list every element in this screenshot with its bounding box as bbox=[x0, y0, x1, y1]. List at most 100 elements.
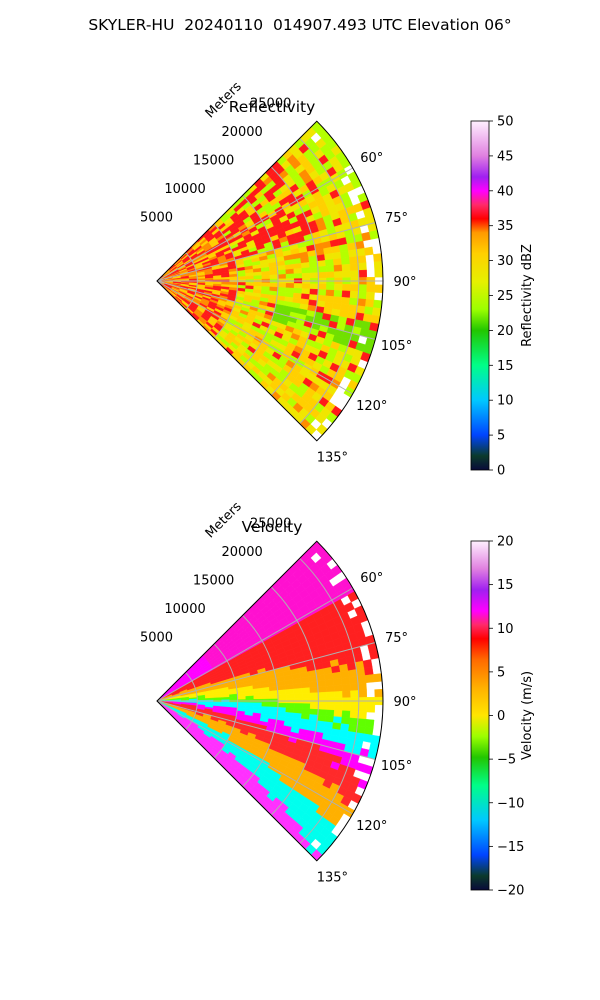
radar-cell bbox=[309, 708, 319, 716]
colorbar-tick-label: 10 bbox=[497, 394, 514, 409]
range-axis-label: Meters bbox=[203, 499, 245, 541]
radar-cell bbox=[301, 692, 311, 699]
radar-cell bbox=[277, 282, 287, 289]
azimuth-gridline bbox=[156, 700, 376, 760]
radar-cell bbox=[374, 284, 384, 294]
radar-cell bbox=[350, 270, 360, 278]
radar-cell bbox=[285, 273, 295, 279]
radar-cell bbox=[324, 672, 334, 681]
radar-cell bbox=[325, 265, 335, 273]
colorbar-tick-label: 45 bbox=[497, 149, 514, 164]
radar-cell bbox=[324, 259, 335, 267]
radar-cell bbox=[325, 685, 335, 693]
radar-cell bbox=[366, 284, 376, 293]
radar-cell bbox=[317, 709, 327, 717]
radar-cell bbox=[358, 284, 368, 293]
radar-cell bbox=[364, 246, 374, 256]
radar-cell bbox=[349, 676, 359, 685]
radar-cell bbox=[261, 694, 271, 700]
radar-cell bbox=[341, 710, 351, 719]
radar-cell bbox=[317, 271, 327, 279]
azimuth-tick-label: 120° bbox=[356, 399, 387, 414]
radar-cell bbox=[350, 284, 360, 292]
radar-cell bbox=[284, 264, 294, 270]
radar-cell bbox=[326, 703, 335, 711]
radar-cell bbox=[366, 704, 376, 713]
radar-cell bbox=[358, 689, 368, 698]
colorbar: 0 5 10 15 20 25 30 35 40 45 50 Reflectivity dBZ bbox=[470, 115, 535, 479]
radar-cell bbox=[293, 693, 303, 699]
colorbar: −20 −15 −10 −5 0 5 10 15 20 Velocity (m/s) bbox=[470, 535, 535, 899]
radar-cell bbox=[316, 260, 327, 268]
radar-cell bbox=[285, 688, 295, 695]
radar-cell bbox=[309, 266, 319, 274]
radar-cell bbox=[332, 678, 343, 686]
radar-cell bbox=[341, 290, 351, 299]
radar-cell bbox=[325, 709, 335, 717]
figure-title: SKYLER-HU 20240110 014907.493 UTC Elevat… bbox=[88, 16, 512, 34]
radar-cell bbox=[213, 697, 222, 701]
colorbar-tick-label: 50 bbox=[497, 115, 514, 130]
colorbar-tick-label: 20 bbox=[497, 324, 514, 339]
radar-cell bbox=[341, 683, 351, 692]
azimuth-tick-label: 105° bbox=[381, 759, 412, 774]
azimuth-tick-label: 60° bbox=[360, 151, 383, 166]
radar-cell bbox=[277, 689, 287, 695]
azimuth-tick-label: 135° bbox=[317, 870, 348, 885]
radar-cell bbox=[237, 276, 247, 280]
radar-cell bbox=[309, 283, 319, 290]
radar-cell bbox=[342, 270, 351, 279]
radar-cell bbox=[357, 711, 367, 720]
sector-frame bbox=[156, 120, 384, 442]
radar-cell bbox=[373, 253, 383, 263]
radar-cell bbox=[269, 270, 279, 276]
radar-cell bbox=[261, 690, 271, 696]
radar-cell bbox=[342, 690, 351, 699]
radar-cell bbox=[293, 707, 303, 714]
radar-cell bbox=[309, 692, 319, 699]
radar-cell bbox=[253, 695, 263, 700]
azimuth-tick-label: 105° bbox=[381, 339, 412, 354]
radar-cell bbox=[325, 289, 335, 297]
radar-cell bbox=[324, 715, 335, 723]
radar-cell bbox=[350, 690, 360, 698]
colorbar-tick-label: 30 bbox=[497, 254, 514, 269]
radar-cell bbox=[253, 271, 263, 277]
radar-cell bbox=[229, 276, 238, 280]
radar-cell bbox=[349, 263, 359, 272]
azimuth-gridline bbox=[156, 280, 376, 340]
radar-cell bbox=[358, 704, 368, 713]
radar-cell bbox=[349, 683, 359, 692]
radar-cell bbox=[221, 276, 230, 281]
radar-cell bbox=[374, 268, 384, 278]
colorbar-tick-label: 10 bbox=[497, 622, 514, 637]
radar-cell bbox=[277, 693, 287, 700]
radar-cell bbox=[324, 252, 334, 261]
radar-cell bbox=[333, 684, 343, 692]
range-tick-label: 5000 bbox=[140, 630, 173, 645]
radar-cell bbox=[317, 691, 327, 699]
colorbar-tick-label: 25 bbox=[497, 289, 514, 304]
radar-cell bbox=[357, 262, 367, 271]
radar-cell bbox=[245, 695, 255, 700]
azimuth-gridline bbox=[156, 280, 353, 395]
radar-cell bbox=[253, 282, 263, 287]
radar-cell bbox=[301, 267, 311, 274]
radar-cell bbox=[284, 684, 294, 690]
radar-cell bbox=[373, 673, 383, 683]
azimuth-gridline bbox=[156, 587, 353, 702]
radar-cell bbox=[326, 271, 335, 279]
radar-cell bbox=[277, 273, 287, 280]
radar-cell bbox=[221, 696, 230, 701]
radar-cell bbox=[309, 272, 319, 279]
radar-cell bbox=[332, 258, 343, 266]
radar-cell bbox=[340, 670, 350, 679]
radar-cell bbox=[349, 297, 359, 306]
radar-cell bbox=[213, 277, 222, 281]
radar-cell bbox=[324, 679, 335, 687]
radar-cell bbox=[364, 666, 374, 676]
radar-cell bbox=[341, 257, 351, 266]
radar-cell bbox=[261, 702, 271, 708]
radar-cell bbox=[341, 263, 351, 272]
colorbar-tick-label: −20 bbox=[497, 884, 524, 899]
